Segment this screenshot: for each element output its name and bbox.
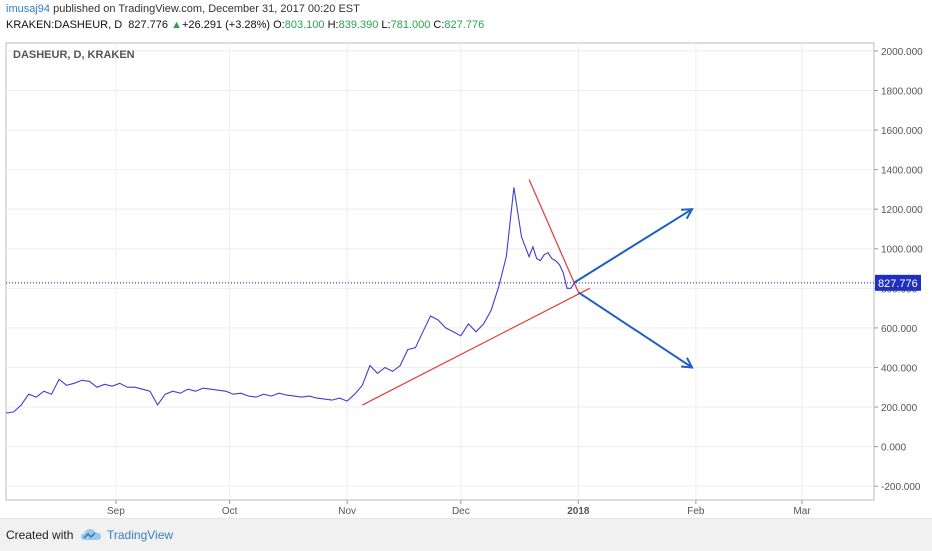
low-label: L: (381, 19, 391, 31)
x-tick-label: Dec (452, 506, 470, 517)
trend-line (528, 179, 579, 293)
ticker-line: KRAKEN:DASHEUR, D 827.776 ▲+26.291 (+3.2… (6, 19, 484, 31)
low-value: 781.000 (390, 19, 431, 31)
projection-arrow (574, 208, 693, 284)
y-tick-label: 1800.000 (881, 86, 923, 97)
x-tick-label: Oct (222, 506, 238, 517)
open-label: O: (273, 19, 285, 31)
published-text: published on TradingView.com, December 3… (50, 3, 360, 15)
x-tick-label: Nov (338, 506, 356, 517)
trend-line (362, 287, 590, 406)
close-value: 827.776 (444, 19, 485, 31)
x-tick-label: Sep (107, 506, 125, 517)
last-price-badge-text: 827.776 (878, 278, 918, 290)
ticker-change: +26.291 (+3.28%) (181, 19, 271, 31)
up-arrow-icon: ▲ (171, 19, 182, 31)
price-axis[interactable]: 2000.000 1800.000 1600.000 1400.000 1200.000… (874, 47, 923, 493)
tradingview-brand[interactable]: TradingView (107, 528, 174, 542)
publish-info: imusaj94 published on TradingView.com, D… (6, 3, 360, 15)
last-price-badge: 827.776 (875, 274, 921, 291)
close-label: C: (433, 19, 445, 31)
y-tick-label: 600.000 (881, 324, 918, 335)
tradingview-cloud-icon (81, 529, 101, 540)
price-chart[interactable]: 2000.000 1800.000 1600.000 1400.000 1200.000… (0, 0, 932, 518)
y-tick-label: 1000.000 (881, 245, 923, 256)
last-price-badge-bg (875, 274, 921, 291)
time-axis[interactable]: Sep Oct Nov Dec 2018 Feb Mar (107, 500, 811, 517)
y-tick-label: 400.000 (881, 363, 918, 374)
footer-bar: Created with TradingView (0, 518, 932, 551)
ticker-symbol: KRAKEN:DASHEUR, D (6, 19, 123, 31)
projection-arrow (577, 291, 693, 369)
price-series-line (5, 187, 576, 414)
high-value: 839.390 (338, 19, 379, 31)
drawings (362, 179, 694, 406)
y-tick-label: 1200.000 (881, 205, 923, 216)
created-with-text: Created with (6, 528, 74, 542)
y-tick-label: 200.000 (881, 403, 918, 414)
chart-title: DASHEUR, D, KRAKEN (13, 49, 135, 61)
y-tick-label: 1400.000 (881, 166, 923, 177)
high-label: H: (327, 19, 339, 31)
y-tick-label: -200.000 (881, 482, 921, 493)
arrow-head (681, 357, 694, 369)
plot-area (5, 42, 875, 501)
grid (6, 43, 874, 500)
x-tick-label: 2018 (567, 506, 590, 517)
y-tick-label: 0.000 (881, 443, 906, 454)
x-tick-label: Mar (793, 506, 811, 517)
y-tick-label: 2000.000 (881, 47, 923, 58)
arrow-head (681, 208, 694, 220)
x-tick-label: Feb (687, 506, 705, 517)
open-value: 803.100 (284, 19, 325, 31)
ticker-last: 827.776 (128, 19, 169, 31)
author-link[interactable]: imusaj94 (6, 3, 51, 15)
y-tick-label: 1600.000 (881, 126, 923, 137)
